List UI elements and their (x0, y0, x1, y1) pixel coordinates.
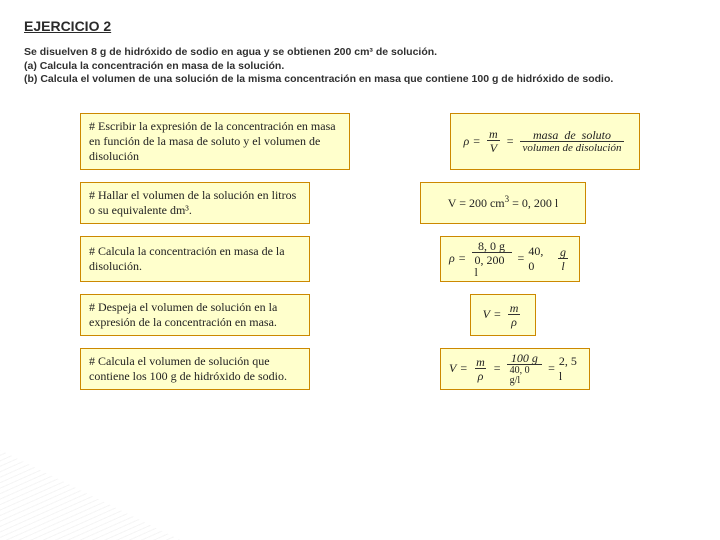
step-formula: V = m ρ (470, 294, 536, 336)
value: 2, 5 l (559, 354, 581, 384)
frac-num: m (486, 128, 501, 140)
frac-den: ρ (508, 314, 520, 328)
step-formula: ρ = m V = masa de soluto volumen de diso… (450, 113, 640, 170)
symbol-V: V (483, 307, 490, 322)
answer-text: V = 200 cm3 = 0, 200 l (448, 194, 559, 211)
frac-num: 100 g (508, 352, 541, 364)
frac-num: m (507, 302, 522, 314)
frac-den: l (558, 258, 567, 272)
frac-den: 0, 200 l (472, 252, 512, 278)
problem-line: (b) Calcula el volumen de una solución d… (24, 73, 613, 85)
step-row: # Calcula la concentración en masa de la… (80, 236, 696, 282)
step-prompt: # Escribir la expresión de la concentrac… (80, 113, 350, 170)
step-answer: V = 200 cm3 = 0, 200 l (420, 182, 586, 224)
steps-container: # Escribir la expresión de la concentrac… (24, 113, 696, 390)
problem-line: Se disuelven 8 g de hidróxido de sodio e… (24, 46, 437, 58)
frac-den: 40, 0 g/l (507, 364, 543, 386)
step-row: # Despeja el volumen de solución en la e… (80, 294, 696, 336)
step-formula: ρ = 8, 0 g 0, 200 l = 40, 0 g l (440, 236, 580, 282)
step-row: # Hallar el volumen de la solución en li… (80, 182, 696, 224)
frac-den: V (487, 140, 500, 154)
frac-den: volumen de disolución (520, 141, 625, 154)
step-prompt: # Despeja el volumen de solución en la e… (80, 294, 310, 336)
frac-num: masa de soluto (530, 129, 614, 141)
frac-num: g (557, 246, 569, 258)
step-prompt: # Calcula la concentración en masa de la… (80, 236, 310, 282)
frac-num: 8, 0 g (475, 240, 508, 252)
step-prompt: # Hallar el volumen de la solución en li… (80, 182, 310, 224)
problem-statement: Se disuelven 8 g de hidróxido de sodio e… (24, 46, 696, 87)
exercise-title: EJERCICIO 2 (24, 18, 696, 34)
frac-num: m (473, 356, 488, 368)
step-row: # Escribir la expresión de la concentrac… (80, 113, 696, 170)
symbol-rho: ρ (449, 251, 455, 266)
step-prompt: # Calcula el volumen de solución que con… (80, 348, 310, 390)
frac-den: ρ (475, 368, 487, 382)
problem-line: (a) Calcula la concentración en masa de … (24, 60, 284, 72)
value: 40, 0 (528, 244, 551, 274)
step-row: # Calcula el volumen de solución que con… (80, 348, 696, 390)
symbol-rho: ρ (464, 134, 470, 149)
step-formula: V = m ρ = 100 g 40, 0 g/l = 2, 5 l (440, 348, 590, 390)
symbol-V: V (449, 361, 456, 376)
